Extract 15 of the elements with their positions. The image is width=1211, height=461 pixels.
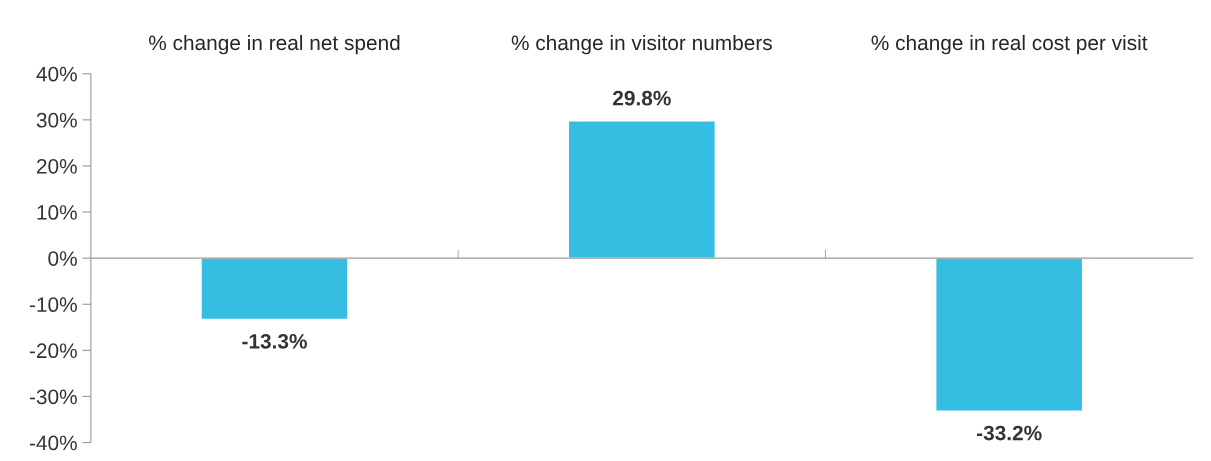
y-tick-label: 30%	[36, 112, 77, 128]
x-tick-label: % change in visitor numbers	[511, 34, 772, 55]
data-label: -33.2%	[976, 425, 1042, 441]
y-tick-label: 0%	[48, 251, 77, 266]
y-tick-label: -30%	[29, 389, 77, 405]
data-label: 29.8%	[613, 90, 671, 106]
y-tick-label: -10%	[29, 297, 77, 313]
data-label: -13.3%	[242, 333, 307, 349]
y-tick-label: 20%	[36, 158, 77, 174]
y-tick-label: 10%	[37, 205, 77, 220]
x-tick-label: % change in real cost per visit	[871, 34, 1148, 55]
y-tick-label: -20%	[29, 343, 77, 359]
x-tick-label: % change in real net spend	[149, 34, 400, 55]
y-tick-label: 40%	[36, 66, 77, 82]
y-tick-label: -40%	[29, 435, 77, 451]
